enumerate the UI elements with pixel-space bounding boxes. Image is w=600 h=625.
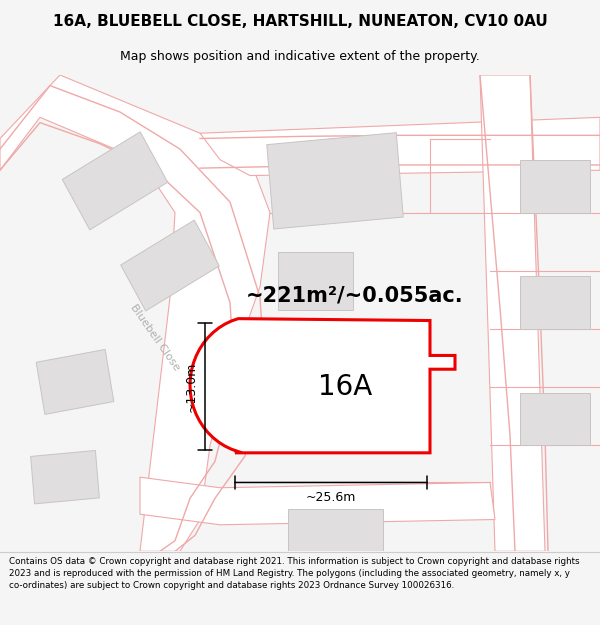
Polygon shape: [31, 451, 100, 504]
Text: Contains OS data © Crown copyright and database right 2021. This information is : Contains OS data © Crown copyright and d…: [9, 557, 580, 590]
Polygon shape: [520, 392, 590, 446]
Polygon shape: [287, 509, 383, 551]
Polygon shape: [62, 132, 168, 230]
Polygon shape: [36, 349, 114, 414]
Text: 16A, BLUEBELL CLOSE, HARTSHILL, NUNEATON, CV10 0AU: 16A, BLUEBELL CLOSE, HARTSHILL, NUNEATON…: [53, 14, 547, 29]
Polygon shape: [520, 276, 590, 329]
Polygon shape: [267, 132, 403, 229]
Polygon shape: [480, 75, 545, 551]
Polygon shape: [140, 477, 495, 525]
Polygon shape: [190, 319, 455, 453]
Polygon shape: [200, 118, 600, 176]
Text: ~221m²/~0.055ac.: ~221m²/~0.055ac.: [246, 285, 464, 305]
Polygon shape: [121, 220, 220, 311]
Text: Map shows position and indicative extent of the property.: Map shows position and indicative extent…: [120, 50, 480, 63]
Text: ~25.6m: ~25.6m: [306, 491, 356, 504]
Text: ~13.0m: ~13.0m: [185, 361, 197, 412]
Polygon shape: [277, 253, 353, 311]
Text: Bluebell Close: Bluebell Close: [128, 302, 182, 372]
Polygon shape: [520, 159, 590, 212]
Text: 16A: 16A: [318, 373, 372, 401]
Polygon shape: [0, 75, 270, 551]
